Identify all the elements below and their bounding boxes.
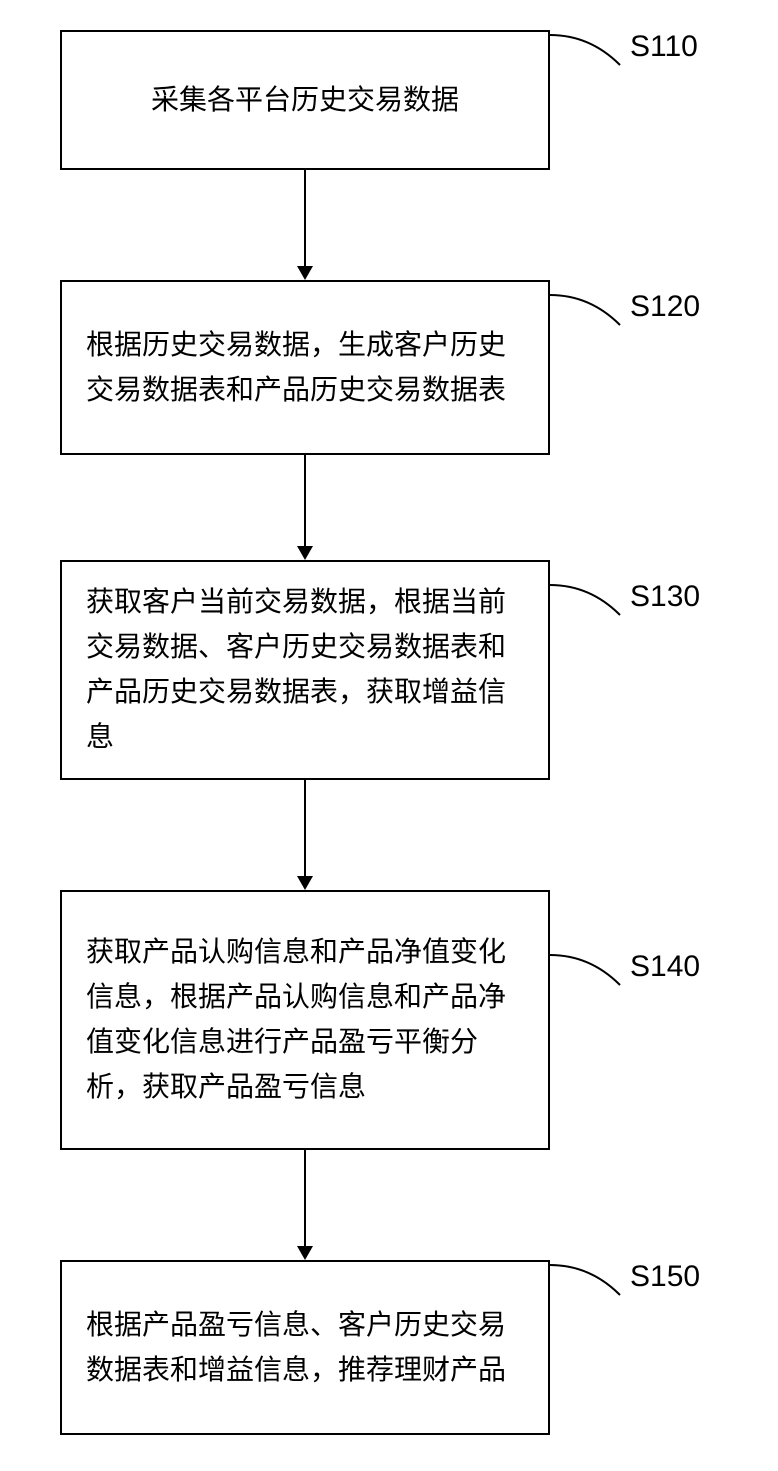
flowchart-node-s110: 采集各平台历史交易数据 [60,30,550,170]
label-connector-s150 [550,1260,630,1300]
arrow-head [297,266,313,280]
edge-s140-s150 [304,1150,306,1246]
node-text: 根据产品盈亏信息、客户历史交易数据表和增益信息，推荐理财产品 [86,1303,524,1393]
arrow-head [297,876,313,890]
arrow-head [297,1246,313,1260]
edge-s120-s130 [304,455,306,546]
label-connector-s110 [550,30,630,70]
flowchart-node-s120: 根据历史交易数据，生成客户历史交易数据表和产品历史交易数据表 [60,280,550,455]
node-text: 获取客户当前交易数据，根据当前交易数据、客户历史交易数据表和产品历史交易数据表，… [86,580,524,759]
node-text: 获取产品认购信息和产品净值变化信息，根据产品认购信息和产品净值变化信息进行产品盈… [86,930,524,1109]
step-label-s120: S120 [630,290,700,324]
step-label-s130: S130 [630,580,700,614]
step-label-s110: S110 [630,30,698,64]
step-label-s140: S140 [630,950,700,984]
node-text: 根据历史交易数据，生成客户历史交易数据表和产品历史交易数据表 [86,323,524,413]
step-label-s150: S150 [630,1260,700,1294]
node-text: 采集各平台历史交易数据 [86,78,524,123]
label-connector-s130 [550,580,630,620]
edge-s130-s140 [304,780,306,876]
flowchart-node-s150: 根据产品盈亏信息、客户历史交易数据表和增益信息，推荐理财产品 [60,1260,550,1435]
label-connector-s120 [550,290,630,330]
flowchart-container: 采集各平台历史交易数据 S110 根据历史交易数据，生成客户历史交易数据表和产品… [0,0,778,1471]
flowchart-node-s140: 获取产品认购信息和产品净值变化信息，根据产品认购信息和产品净值变化信息进行产品盈… [60,890,550,1150]
label-connector-s140 [550,950,630,990]
edge-s110-s120 [304,170,306,266]
flowchart-node-s130: 获取客户当前交易数据，根据当前交易数据、客户历史交易数据表和产品历史交易数据表，… [60,560,550,780]
arrow-head [297,546,313,560]
